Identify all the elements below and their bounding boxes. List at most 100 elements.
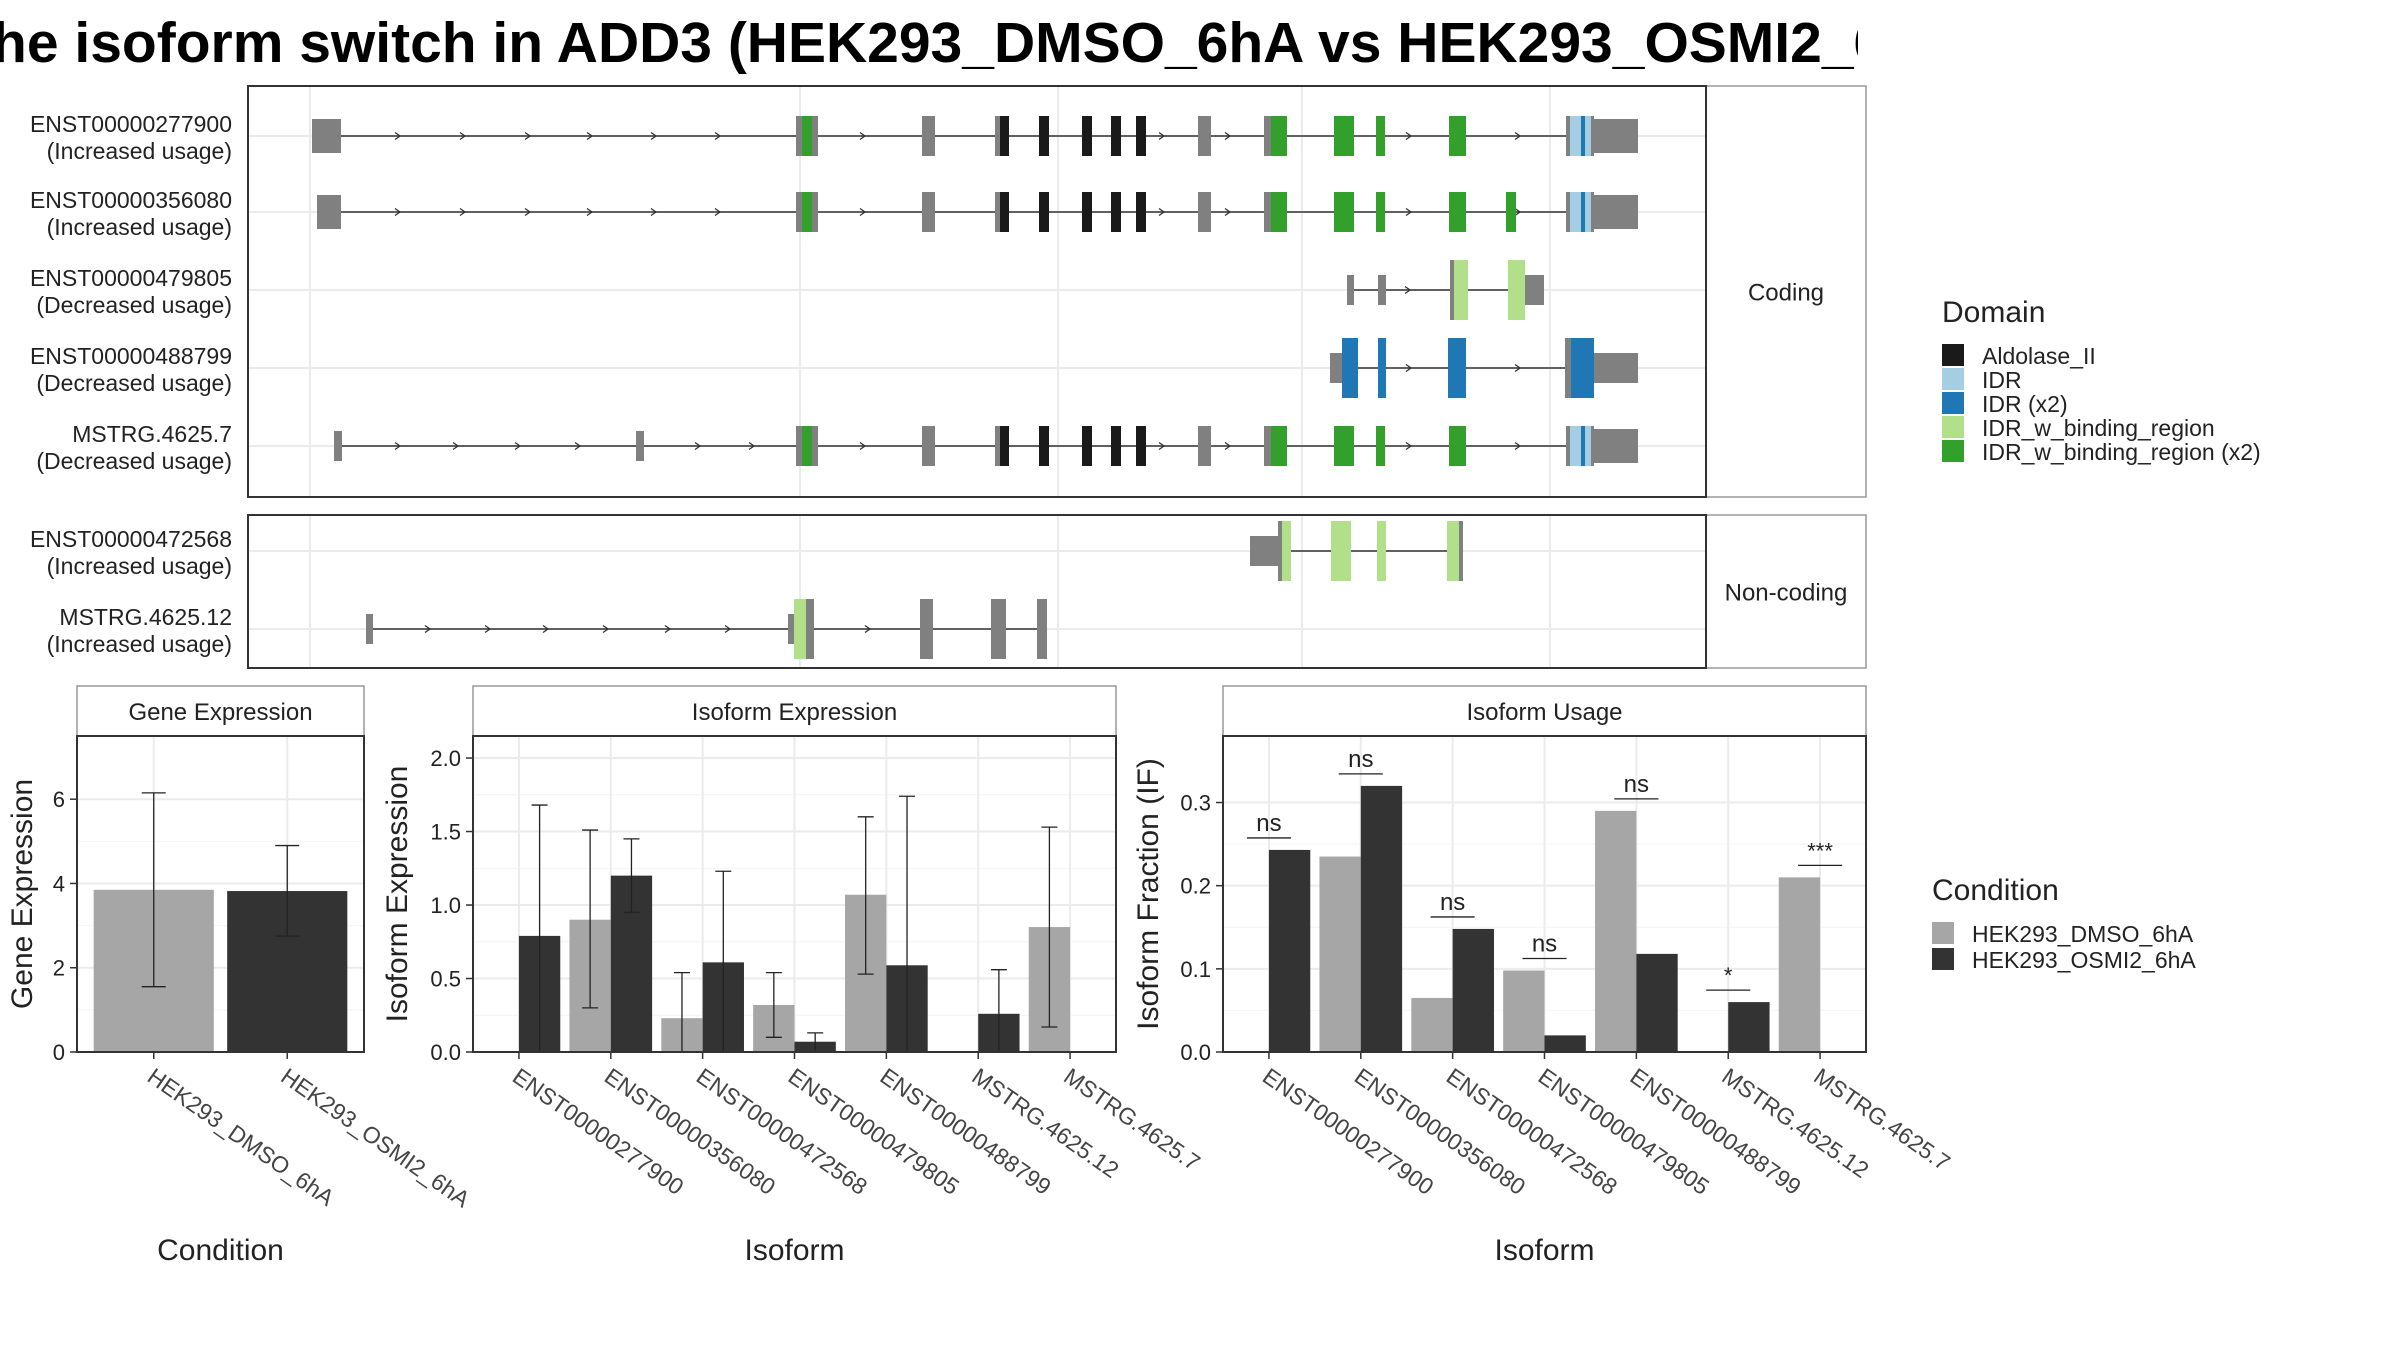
- strand-arrow: [1514, 131, 1522, 141]
- strand-arrow: [714, 207, 722, 217]
- strand-arrow: [1404, 285, 1412, 295]
- transcript-structure-panel: CodingNon-codingENST00000277900(Increase…: [30, 85, 1867, 669]
- bar: [1268, 849, 1311, 1052]
- transcript-usage-label: (Increased usage): [47, 553, 232, 579]
- exon: [1594, 119, 1638, 153]
- significance-label: *: [1724, 963, 1733, 988]
- strand-arrow: [1158, 207, 1166, 217]
- domain-legend-swatch: [1942, 416, 1964, 438]
- transcript-usage-label: (Decreased usage): [36, 370, 232, 396]
- transcript-row: ENST00000488799(Decreased usage): [30, 338, 1638, 398]
- condition-legend-swatch: [1932, 948, 1954, 970]
- domain-legend-label: IDR_w_binding_region: [1982, 415, 2215, 441]
- domain-exon: [1448, 338, 1466, 398]
- strand-arrow: [394, 131, 402, 141]
- exon: [1459, 521, 1463, 581]
- domain-legend-label: IDR_w_binding_region (x2): [1982, 439, 2261, 465]
- panel-title: Isoform Usage: [1466, 699, 1622, 726]
- exon: [922, 426, 935, 466]
- domain-exon: [1376, 192, 1385, 232]
- y-tick-label: 6: [53, 787, 65, 812]
- strand-arrow: [859, 441, 867, 451]
- domain-exon: [1378, 338, 1386, 398]
- strand-arrow: [524, 131, 532, 141]
- strand-arrow: [859, 131, 867, 141]
- isoform-usage-panel: Isoform Usage0.00.10.20.3nsnsnsnsns****E…: [1132, 685, 1955, 1267]
- strand-arrow: [574, 441, 582, 451]
- panel-title: Isoform Expression: [692, 699, 897, 726]
- exon: [1591, 426, 1594, 466]
- significance-label: ***: [1807, 838, 1833, 863]
- domain-exon: [1334, 192, 1354, 232]
- transcript-id-label: ENST00000356080: [30, 187, 232, 213]
- transcript-row: ENST00000472568(Increased usage): [30, 521, 1463, 581]
- exon: [1250, 536, 1280, 566]
- strand-arrow: [1158, 131, 1166, 141]
- domain-exon: [1581, 116, 1585, 156]
- significance-label: ns: [1624, 771, 1649, 798]
- strand-arrow: [1158, 441, 1166, 451]
- facet-border: [247, 514, 1707, 669]
- strand-arrow: [1224, 207, 1232, 217]
- domain-exon: [1334, 116, 1354, 156]
- condition-legend-swatch: [1932, 922, 1954, 944]
- strand-arrow: [1405, 363, 1413, 373]
- x-tick-label: ENST00000472568: [1442, 1063, 1622, 1200]
- x-tick-label: ENST00000277900: [508, 1063, 688, 1200]
- domain-exon: [1447, 521, 1459, 581]
- exon: [1594, 429, 1638, 463]
- strand-arrow: [650, 131, 658, 141]
- strand-arrow: [424, 624, 432, 634]
- x-tick-label: ENST00000356080: [1350, 1063, 1530, 1200]
- domain-exon: [1136, 116, 1146, 156]
- y-axis-label: Gene Expression: [6, 779, 39, 1009]
- y-tick-label: 0.2: [1180, 874, 1211, 899]
- x-axis-label: Isoform: [744, 1234, 844, 1267]
- transcript-usage-label: (Increased usage): [47, 138, 232, 164]
- isoform-expression-panel: Isoform Expression 0.0 0.5 1.0 1.5 2.0 ENST000…: [381, 685, 1205, 1267]
- domain-exon: [802, 192, 813, 232]
- bar: [1411, 997, 1453, 1052]
- exon: [1565, 338, 1571, 398]
- domain-exon: [1331, 521, 1351, 581]
- facet-strip: [1705, 85, 1867, 498]
- bar: [1544, 1035, 1586, 1052]
- transcript-row: ENST00000356080(Increased usage): [30, 187, 1638, 240]
- strand-arrow: [1514, 441, 1522, 451]
- significance-label: ns: [1348, 746, 1373, 773]
- exon: [1278, 521, 1282, 581]
- exon: [1566, 426, 1570, 466]
- bar: [1319, 856, 1361, 1052]
- exon: [812, 116, 818, 156]
- strand-arrow: [724, 624, 732, 634]
- facet-background: [248, 515, 1706, 668]
- facet-strip-label: Non-coding: [1725, 580, 1848, 607]
- domain-exon: [1136, 192, 1146, 232]
- strand-arrow: [694, 441, 702, 451]
- domain-exon: [1585, 192, 1591, 232]
- exon: [1566, 116, 1570, 156]
- x-tick-label: ENST00000479805: [1534, 1063, 1714, 1200]
- exon: [812, 426, 818, 466]
- exon: [1037, 599, 1047, 659]
- y-tick-label: 0.0: [430, 1040, 461, 1065]
- bar: [1728, 1002, 1770, 1052]
- domain-exon: [1579, 338, 1594, 398]
- domain-exon: [794, 599, 806, 659]
- domain-exon: [1111, 192, 1121, 232]
- exon: [922, 116, 935, 156]
- x-tick-label: ENST00000488799: [875, 1063, 1055, 1200]
- domain-exon: [1334, 426, 1354, 466]
- exon: [796, 116, 804, 156]
- domain-exon: [1449, 116, 1466, 156]
- condition-legend-label: HEK293_DMSO_6hA: [1972, 921, 2194, 947]
- significance-label: ns: [1256, 810, 1281, 837]
- exon: [1347, 275, 1354, 305]
- exon: [1525, 275, 1544, 305]
- strand-arrow: [1224, 441, 1232, 451]
- strand-arrow: [484, 624, 492, 634]
- domain-exon: [1570, 192, 1581, 232]
- transcript-id-label: MSTRG.4625.7: [72, 421, 232, 447]
- y-tick-label: 0.0: [1180, 1040, 1211, 1065]
